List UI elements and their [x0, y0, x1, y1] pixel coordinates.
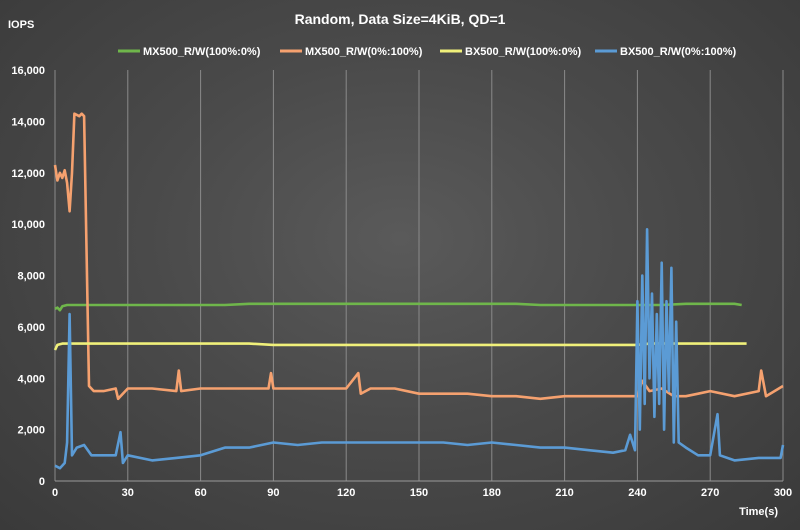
x-axis-label: Time(s) [739, 506, 778, 518]
x-tick-label: 300 [774, 487, 792, 499]
x-tick-label: 120 [337, 487, 355, 499]
legend-label: MX500_R/W(0%:100%) [305, 46, 423, 58]
x-tick-label: 30 [122, 487, 134, 499]
x-tick-label: 180 [483, 487, 501, 499]
x-tick-label: 90 [267, 487, 279, 499]
y-tick-label: 10,000 [11, 219, 45, 231]
grid-lines [54, 70, 784, 482]
x-axis-ticks: 0 30 60 90 120 150 180 210 240 270 300 [52, 487, 792, 499]
y-axis-ticks: 0 2,000 4,000 6,000 8,000 10,000 12,000 14,000 1… [11, 65, 45, 488]
y-tick-label: 14,000 [11, 116, 45, 128]
x-tick-label: 60 [194, 487, 206, 499]
legend-label: MX500_R/W(100%:0%) [143, 46, 261, 58]
y-tick-label: 16,000 [11, 65, 45, 77]
legend-item: BX500_R/W(100%:0%) [440, 46, 581, 58]
y-axis-label: IOPS [8, 19, 34, 31]
y-tick-label: 2,000 [17, 425, 45, 437]
legend-item: MX500_R/W(0%:100%) [280, 46, 423, 58]
legend-label: BX500_R/W(0%:100%) [620, 46, 736, 58]
legend-item: BX500_R/W(0%:100%) [595, 46, 736, 58]
x-tick-label: 210 [555, 487, 573, 499]
legend-item: MX500_R/W(100%:0%) [118, 46, 261, 58]
x-tick-label: 240 [628, 487, 646, 499]
legend: MX500_R/W(100%:0%) MX500_R/W(0%:100%) BX50… [118, 46, 736, 58]
x-tick-label: 0 [52, 487, 58, 499]
y-tick-label: 6,000 [17, 322, 45, 334]
y-tick-label: 4,000 [17, 373, 45, 385]
chart-title: Random, Data Size=4KiB, QD=1 [295, 11, 506, 27]
series-group [53, 112, 785, 470]
y-tick-label: 0 [39, 476, 45, 488]
series-line [54, 302, 742, 312]
y-tick-label: 8,000 [17, 271, 45, 283]
series-line [54, 228, 785, 470]
legend-label: BX500_R/W(100%:0%) [465, 46, 581, 58]
x-tick-label: 150 [410, 487, 428, 499]
x-tick-label: 270 [701, 487, 719, 499]
y-tick-label: 12,000 [11, 168, 45, 180]
